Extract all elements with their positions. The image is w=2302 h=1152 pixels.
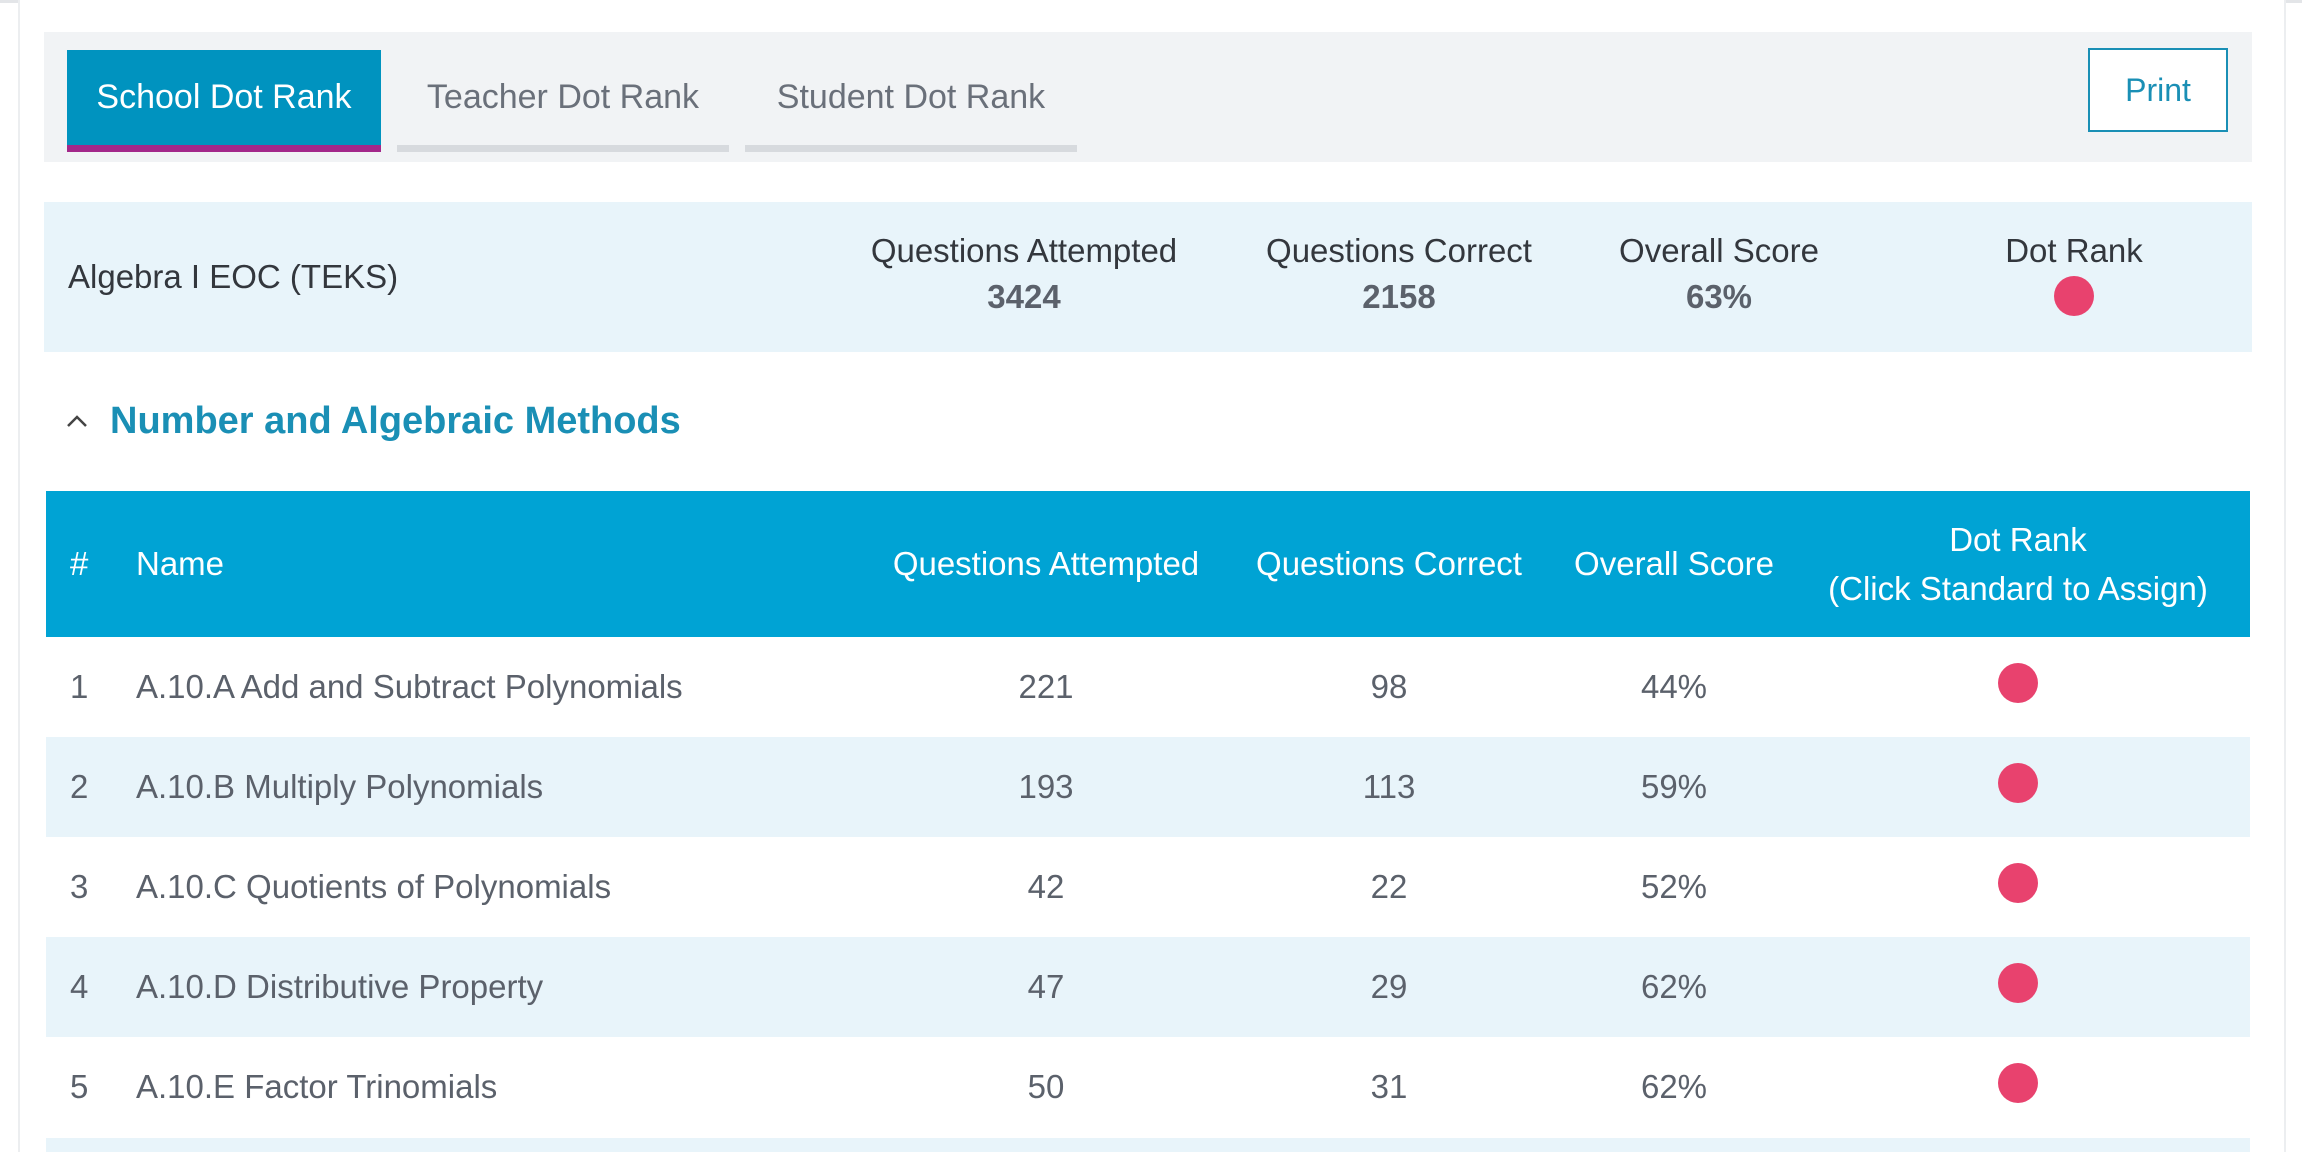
summary-attempted: Questions Attempted 3424 [844,232,1204,316]
header-score: Overall Score [1562,491,1786,637]
dot-rank-indicator[interactable] [1998,863,2038,903]
row-score: 44% [1640,668,1708,705]
summary-score-value: 63% [1685,278,1753,315]
summary-attempted-label: Questions Attempted [870,232,1178,269]
row-name[interactable]: A.10.C Quotients of Polynomials [136,868,612,905]
row-score: 62% [1640,1068,1708,1105]
row-attempted: 50 [1027,1068,1065,1105]
row-score: 52% [1640,868,1708,905]
row-dot-rank[interactable] [1786,737,2250,837]
print-button[interactable]: Print [2088,48,2228,132]
summary-correct: Questions Correct 2158 [1234,232,1564,316]
row-dot-rank[interactable] [1786,1037,2250,1137]
tab-teacher-dot-rank[interactable]: Teacher Dot Rank [397,50,729,152]
header-dot-rank-line2: (Click Standard to Assign) [1828,570,2208,607]
section-title: Number and Algebraic Methods [110,399,681,442]
summary-score: Overall Score 63% [1564,232,1874,316]
tab-teacher-dot-rank-label: Teacher Dot Rank [426,78,700,116]
tab-school-dot-rank-label: School Dot Rank [96,78,352,116]
row-correct: 22 [1370,868,1408,905]
row-dot-rank[interactable] [1786,937,2250,1037]
row-name[interactable]: A.10.B Multiply Polynomials [136,737,876,837]
summary-dot-rank: Dot Rank [1924,232,2224,324]
course-summary: Algebra I EOC (TEKS) Questions Attempted… [44,202,2252,352]
tab-bar: School Dot Rank Teacher Dot Rank Student… [44,32,2252,162]
header-name: Name [136,491,876,637]
row-correct: 31 [1370,1068,1408,1105]
dot-rank-indicator[interactable] [1998,763,2038,803]
standards-table: # Name Questions Attempted Questions Cor… [46,491,2250,1137]
row-num: 5 [70,1068,89,1105]
dot-rank-indicator[interactable] [1998,663,2038,703]
course-name: Algebra I EOC (TEKS) [68,258,399,295]
header-correct: Questions Correct [1216,491,1562,637]
table-row[interactable]: 4 A.10.D Distributive Property 47 29 62% [46,937,2250,1037]
header-attempted: Questions Attempted [876,491,1216,637]
row-correct: 29 [1216,937,1562,1037]
summary-dot-rank-label: Dot Rank [2005,232,2143,269]
dot-rank-indicator[interactable] [1998,1063,2038,1103]
row-attempted: 47 [876,937,1216,1037]
row-name[interactable]: A.10.E Factor Trinomials [136,1068,498,1105]
next-row-edge [46,1138,2250,1152]
row-num: 2 [46,737,136,837]
tab-student-dot-rank-label: Student Dot Rank [776,78,1046,116]
table-row[interactable]: 2 A.10.B Multiply Polynomials 193 113 59… [46,737,2250,837]
tab-student-dot-rank[interactable]: Student Dot Rank [745,50,1077,152]
row-dot-rank[interactable] [1786,837,2250,937]
row-score: 62% [1562,937,1786,1037]
tab-school-dot-rank[interactable]: School Dot Rank [67,50,381,152]
summary-attempted-value: 3424 [987,278,1061,315]
row-num: 1 [70,668,89,705]
row-name[interactable]: A.10.D Distributive Property [136,937,876,1037]
dot-rank-indicator[interactable] [1998,963,2038,1003]
summary-correct-label: Questions Correct [1266,232,1532,269]
row-num: 3 [70,868,89,905]
table-row[interactable]: 5 A.10.E Factor Trinomials 50 31 62% [46,1037,2250,1137]
row-correct: 98 [1370,668,1408,705]
row-score: 59% [1562,737,1786,837]
row-attempted: 42 [1027,868,1065,905]
section-toggle[interactable]: Number and Algebraic Methods [66,396,681,446]
header-dot-rank: Dot Rank (Click Standard to Assign) [1786,491,2250,637]
table-row[interactable]: 1 A.10.A Add and Subtract Polynomials 22… [46,637,2250,737]
dot-rank-indicator [2054,276,2094,316]
table-row[interactable]: 3 A.10.C Quotients of Polynomials 42 22 … [46,837,2250,937]
row-attempted: 193 [876,737,1216,837]
summary-correct-value: 2158 [1362,278,1436,315]
row-correct: 113 [1216,737,1562,837]
row-num: 4 [46,937,136,1037]
row-dot-rank[interactable] [1786,637,2250,737]
row-attempted: 221 [1018,668,1074,705]
table-header-row: # Name Questions Attempted Questions Cor… [46,491,2250,637]
header-dot-rank-line1: Dot Rank [1949,520,2087,558]
header-num: # [46,491,136,637]
row-name[interactable]: A.10.A Add and Subtract Polynomials [136,668,683,705]
summary-score-label: Overall Score [1619,232,1819,269]
chevron-up-icon [66,414,90,428]
